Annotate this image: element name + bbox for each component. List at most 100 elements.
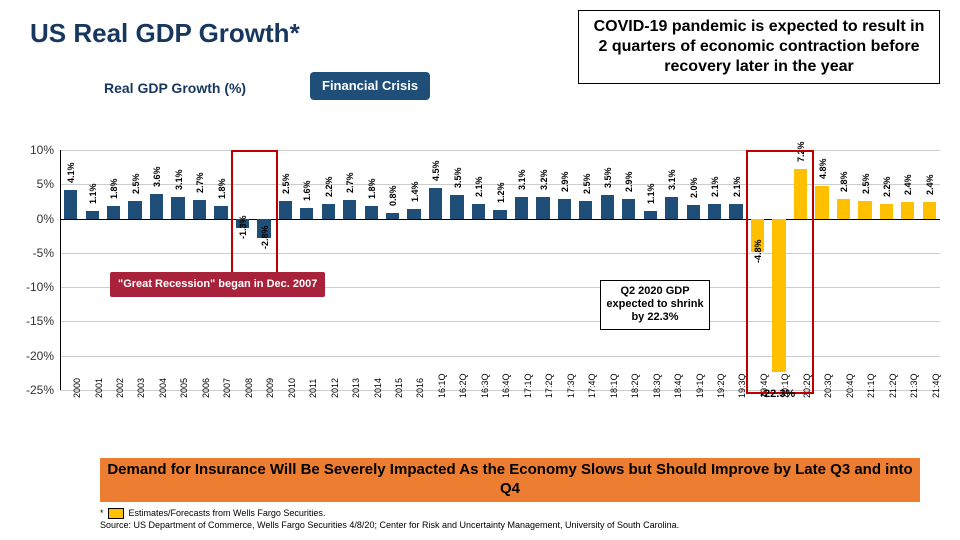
covid-annotation-box: COVID-19 pandemic is expected to result …: [578, 10, 940, 84]
financial-crisis-text: Financial Crisis: [322, 78, 418, 93]
bar-value-label: 2.9%: [560, 152, 570, 192]
x-axis-label: 2008: [244, 378, 254, 398]
bar-value-label: 2.5%: [582, 154, 592, 194]
bar-rect: [407, 209, 420, 219]
bar-value-label: 2.2%: [324, 157, 334, 197]
bar-rect: [772, 219, 785, 372]
bar-rect: [622, 199, 635, 219]
bar: 2.4%: [923, 202, 936, 218]
bar-rect: [429, 188, 442, 219]
insurance-banner-text: Demand for Insurance Will Be Severely Im…: [100, 461, 920, 499]
bar-rect: [880, 204, 893, 219]
x-axis-label: 2006: [201, 378, 211, 398]
bar-rect: [472, 204, 485, 218]
gridline: [60, 219, 940, 220]
bar: 0.8%: [386, 213, 399, 218]
bar-value-label: 1.6%: [302, 161, 312, 201]
bar-value-label: 2.9%: [624, 152, 634, 192]
bar-rect: [493, 210, 506, 218]
bar-rect: [300, 208, 313, 219]
bar-value-label: 2.5%: [131, 154, 141, 194]
bar-rect: [536, 197, 549, 219]
bar: 2.8%: [837, 199, 850, 218]
bar: 2.5%: [579, 201, 592, 218]
bar-rect: [365, 206, 378, 218]
bar-rect: [708, 204, 721, 218]
bar-value-label: -1.3%: [238, 199, 248, 239]
x-axis-label: 21:2Q: [888, 373, 898, 398]
y-axis-label: -5%: [33, 246, 54, 260]
bar-rect: [858, 201, 871, 218]
bar: 1.1%: [644, 211, 657, 219]
bar-value-label: 2.5%: [861, 154, 871, 194]
x-axis-label: 2000: [72, 378, 82, 398]
bar: -2.8%: [257, 219, 270, 238]
bar-value-label: 2.2%: [882, 157, 892, 197]
bar: 2.9%: [622, 199, 635, 219]
bar-value-label: 1.2%: [496, 163, 506, 203]
bar-value-label: 3.1%: [517, 150, 527, 190]
bar-rect: [665, 197, 678, 218]
bar: 2.7%: [343, 200, 356, 219]
bar: 2.2%: [880, 204, 893, 219]
bar-rect: [193, 200, 206, 219]
large-negative-label: -22.3%: [760, 388, 795, 400]
bar-rect: [128, 201, 141, 218]
bar-rect: [687, 205, 700, 219]
y-axis-label: 0%: [37, 212, 54, 226]
bar: 1.2%: [493, 210, 506, 218]
bar-rect: [322, 204, 335, 219]
footnote-estimates-text: Estimates/Forecasts from Wells Fargo Sec…: [129, 508, 326, 518]
bar: 2.0%: [687, 205, 700, 219]
bar-value-label: 7.2%: [796, 122, 806, 162]
bar: 3.2%: [536, 197, 549, 219]
bar-rect: [558, 199, 571, 219]
bar-value-label: 2.0%: [689, 158, 699, 198]
y-axis-label: -20%: [26, 349, 54, 363]
bar-value-label: 2.4%: [925, 155, 935, 195]
bar-value-label: 2.4%: [903, 155, 913, 195]
bar: 2.1%: [472, 204, 485, 218]
bar-value-label: 1.4%: [410, 162, 420, 202]
x-axis-label: 2007: [222, 378, 232, 398]
x-axis-label: 16:2Q: [458, 373, 468, 398]
bar-rect: [343, 200, 356, 219]
footnote-asterisk: *: [100, 508, 106, 518]
x-axis-label: 2012: [330, 378, 340, 398]
bar: 1.1%: [86, 211, 99, 219]
x-axis-label: 18:3Q: [652, 373, 662, 398]
y-axis: [60, 150, 61, 390]
gridline: [60, 356, 940, 357]
bar-value-label: 3.5%: [453, 148, 463, 188]
bar: 3.6%: [150, 194, 163, 219]
x-axis-label: 2015: [394, 378, 404, 398]
bar-value-label: 2.5%: [281, 154, 291, 194]
bar-value-label: 2.8%: [839, 152, 849, 192]
bar-value-label: 3.5%: [603, 148, 613, 188]
bar: 1.8%: [365, 206, 378, 218]
footnote: * Estimates/Forecasts from Wells Fargo S…: [100, 508, 679, 531]
bar-value-label: 3.1%: [667, 150, 677, 190]
bar-rect: [515, 197, 528, 218]
y-axis-label: -10%: [26, 280, 54, 294]
x-axis-label: 17:4Q: [587, 373, 597, 398]
bar: 1.8%: [107, 206, 120, 218]
x-axis-label: 2003: [136, 378, 146, 398]
insurance-banner: Demand for Insurance Will Be Severely Im…: [100, 458, 920, 502]
x-axis-label: 18:2Q: [630, 373, 640, 398]
x-axis-label: 16:4Q: [501, 373, 511, 398]
bar: -4.8%: [751, 219, 764, 252]
bar-rect: [794, 169, 807, 218]
bar-rect: [901, 202, 914, 218]
bar-rect: [729, 204, 742, 218]
x-axis-label: 17:3Q: [566, 373, 576, 398]
bar: 2.5%: [858, 201, 871, 218]
bar-rect: [214, 206, 227, 218]
bar: 4.1%: [64, 190, 77, 218]
x-axis-label: 19:2Q: [716, 373, 726, 398]
bar-rect: [107, 206, 120, 218]
bar-value-label: 2.7%: [345, 153, 355, 193]
bar: 2.9%: [558, 199, 571, 219]
great-recession-label: "Great Recession" began in Dec. 2007: [110, 272, 325, 297]
y-axis-label: -15%: [26, 314, 54, 328]
